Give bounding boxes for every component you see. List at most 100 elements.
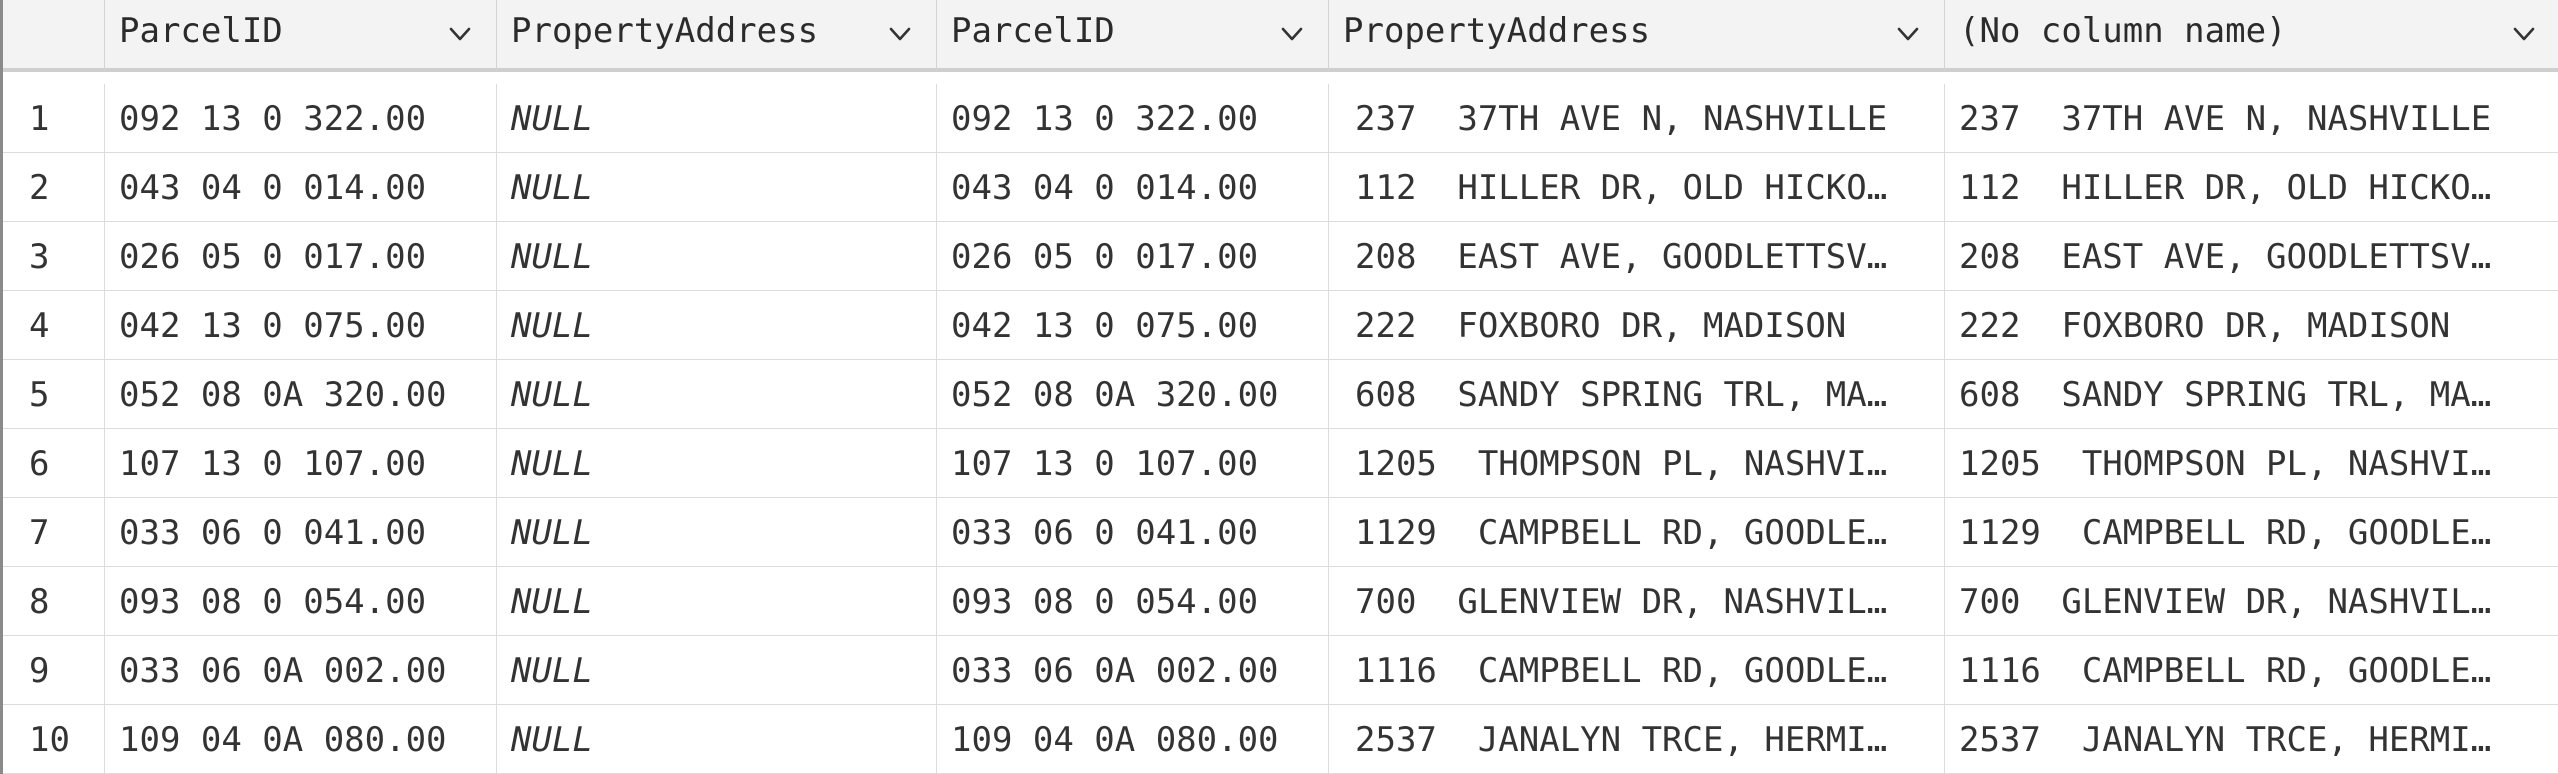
parcelid-match-cell[interactable]: 093 08 0 054.00 xyxy=(937,567,1329,636)
row-number-cell[interactable]: 10 xyxy=(3,705,105,774)
chevron-down-icon[interactable] xyxy=(2512,22,2536,46)
propertyaddress-null-cell[interactable]: NULL xyxy=(497,222,937,291)
parcelid-match-cell[interactable]: 033 06 0A 002.00 xyxy=(937,636,1329,705)
parcelid-match-cell[interactable]: 043 04 0 014.00 xyxy=(937,153,1329,222)
propertyaddress-match-cell[interactable]: 1116 CAMPBELL RD, GOODLE… xyxy=(1329,636,1945,705)
parcelid-cell[interactable]: 042 13 0 075.00 xyxy=(105,291,497,360)
merged-address-cell-text: 1129 CAMPBELL RD, GOODLE… xyxy=(1959,512,2492,553)
parcelid-cell[interactable]: 052 08 0A 320.00 xyxy=(105,360,497,429)
parcelid-match-cell[interactable]: 109 04 0A 080.00 xyxy=(937,705,1329,774)
propertyaddress-match-cell[interactable]: 1205 THOMPSON PL, NASHVI… xyxy=(1329,429,1945,498)
column-header-no-column-name[interactable]: (No column name) xyxy=(1945,0,2558,72)
parcelid-cell[interactable]: 092 13 0 322.00 xyxy=(105,84,497,153)
parcelid-cell[interactable]: 093 08 0 054.00 xyxy=(105,567,497,636)
parcelid-cell[interactable]: 109 04 0A 080.00 xyxy=(105,705,497,774)
propertyaddress-match-cell[interactable]: 208 EAST AVE, GOODLETTSV… xyxy=(1329,222,1945,291)
propertyaddress-match-cell[interactable]: 237 37TH AVE N, NASHVILLE xyxy=(1329,84,1945,153)
row-number-cell-text: 8 xyxy=(29,581,50,622)
table-row[interactable]: 8 093 08 0 054.00 NULL 093 08 0 054.00 700 G… xyxy=(3,567,2558,636)
row-number-cell[interactable]: 6 xyxy=(3,429,105,498)
merged-address-cell[interactable]: 1129 CAMPBELL RD, GOODLE… xyxy=(1945,498,2558,567)
propertyaddress-null-cell[interactable]: NULL xyxy=(497,153,937,222)
propertyaddress-null-cell[interactable]: NULL xyxy=(497,360,937,429)
merged-address-cell[interactable]: 1116 CAMPBELL RD, GOODLE… xyxy=(1945,636,2558,705)
parcelid-match-cell-text: 043 04 0 014.00 xyxy=(951,167,1259,208)
parcelid-cell-text: 042 13 0 075.00 xyxy=(119,305,427,346)
row-number-cell[interactable]: 7 xyxy=(3,498,105,567)
chevron-down-icon[interactable] xyxy=(448,22,472,46)
chevron-down-icon[interactable] xyxy=(888,22,912,46)
propertyaddress-match-cell[interactable]: 1129 CAMPBELL RD, GOODLE… xyxy=(1329,498,1945,567)
table-row[interactable]: 5 052 08 0A 320.00 NULL 052 08 0A 320.00 608… xyxy=(3,360,2558,429)
merged-address-cell[interactable]: 608 SANDY SPRING TRL, MA… xyxy=(1945,360,2558,429)
parcelid-cell[interactable]: 107 13 0 107.00 xyxy=(105,429,497,498)
parcelid-match-cell-text: 092 13 0 322.00 xyxy=(951,98,1259,139)
parcelid-match-cell[interactable]: 107 13 0 107.00 xyxy=(937,429,1329,498)
table-row[interactable]: 9 033 06 0A 002.00 NULL 033 06 0A 002.00 111… xyxy=(3,636,2558,705)
propertyaddress-match-cell[interactable]: 700 GLENVIEW DR, NASHVIL… xyxy=(1329,567,1945,636)
merged-address-cell[interactable]: 2537 JANALYN TRCE, HERMI… xyxy=(1945,705,2558,774)
parcelid-cell[interactable]: 033 06 0A 002.00 xyxy=(105,636,497,705)
row-number-cell[interactable]: 5 xyxy=(3,360,105,429)
column-header-parcelid-2[interactable]: ParcelID xyxy=(937,0,1329,72)
row-number-cell[interactable]: 3 xyxy=(3,222,105,291)
propertyaddress-null-cell[interactable]: NULL xyxy=(497,84,937,153)
row-number-cell-text: 4 xyxy=(29,305,50,346)
table-row[interactable]: 7 033 06 0 041.00 NULL 033 06 0 041.00 1129 … xyxy=(3,498,2558,567)
column-header-parcelid-1[interactable]: ParcelID xyxy=(105,0,497,72)
column-header-label: ParcelID xyxy=(951,11,1115,51)
propertyaddress-null-cell-text: NULL xyxy=(511,650,593,691)
row-number-cell-text: 10 xyxy=(29,719,70,760)
parcelid-match-cell[interactable]: 042 13 0 075.00 xyxy=(937,291,1329,360)
parcelid-cell-text: 107 13 0 107.00 xyxy=(119,443,427,484)
row-number-cell[interactable]: 9 xyxy=(3,636,105,705)
column-header-propertyaddress-1[interactable]: PropertyAddress xyxy=(497,0,937,72)
row-number-cell[interactable]: 1 xyxy=(3,84,105,153)
parcelid-match-cell-text: 033 06 0 041.00 xyxy=(951,512,1259,553)
propertyaddress-match-cell[interactable]: 2537 JANALYN TRCE, HERMI… xyxy=(1329,705,1945,774)
table-row[interactable]: 6 107 13 0 107.00 NULL 107 13 0 107.00 1205 … xyxy=(3,429,2558,498)
table-row[interactable]: 2 043 04 0 014.00 NULL 043 04 0 014.00 112 H… xyxy=(3,153,2558,222)
parcelid-cell-text: 026 05 0 017.00 xyxy=(119,236,427,277)
column-header-propertyaddress-2[interactable]: PropertyAddress xyxy=(1329,0,1945,72)
merged-address-cell[interactable]: 222 FOXBORO DR, MADISON xyxy=(1945,291,2558,360)
chevron-down-icon[interactable] xyxy=(1280,22,1304,46)
parcelid-match-cell[interactable]: 026 05 0 017.00 xyxy=(937,222,1329,291)
propertyaddress-null-cell[interactable]: NULL xyxy=(497,567,937,636)
parcelid-match-cell[interactable]: 033 06 0 041.00 xyxy=(937,498,1329,567)
row-number-cell[interactable]: 8 xyxy=(3,567,105,636)
table-row[interactable]: 4 042 13 0 075.00 NULL 042 13 0 075.00 222 F… xyxy=(3,291,2558,360)
row-number-cell[interactable]: 2 xyxy=(3,153,105,222)
parcelid-cell-text: 109 04 0A 080.00 xyxy=(119,719,447,760)
propertyaddress-null-cell[interactable]: NULL xyxy=(497,429,937,498)
merged-address-cell-text: 700 GLENVIEW DR, NASHVIL… xyxy=(1959,581,2492,622)
propertyaddress-null-cell[interactable]: NULL xyxy=(497,498,937,567)
merged-address-cell[interactable]: 237 37TH AVE N, NASHVILLE xyxy=(1945,84,2558,153)
parcelid-cell[interactable]: 026 05 0 017.00 xyxy=(105,222,497,291)
row-number-cell-text: 9 xyxy=(29,650,50,691)
propertyaddress-null-cell-text: NULL xyxy=(511,305,593,346)
propertyaddress-null-cell[interactable]: NULL xyxy=(497,636,937,705)
merged-address-cell[interactable]: 1205 THOMPSON PL, NASHVI… xyxy=(1945,429,2558,498)
parcelid-match-cell[interactable]: 052 08 0A 320.00 xyxy=(937,360,1329,429)
propertyaddress-null-cell[interactable]: NULL xyxy=(497,291,937,360)
propertyaddress-match-cell[interactable]: 222 FOXBORO DR, MADISON xyxy=(1329,291,1945,360)
chevron-down-icon[interactable] xyxy=(1896,22,1920,46)
propertyaddress-null-cell[interactable]: NULL xyxy=(497,705,937,774)
merged-address-cell[interactable]: 208 EAST AVE, GOODLETTSV… xyxy=(1945,222,2558,291)
table-row[interactable]: 10 109 04 0A 080.00 NULL 109 04 0A 080.00 25… xyxy=(3,705,2558,774)
parcelid-cell[interactable]: 043 04 0 014.00 xyxy=(105,153,497,222)
propertyaddress-match-cell[interactable]: 112 HILLER DR, OLD HICKO… xyxy=(1329,153,1945,222)
parcelid-match-cell-text: 026 05 0 017.00 xyxy=(951,236,1259,277)
propertyaddress-match-cell-text: 608 SANDY SPRING TRL, MA… xyxy=(1355,374,1888,415)
parcelid-cell[interactable]: 033 06 0 041.00 xyxy=(105,498,497,567)
row-number-cell[interactable]: 4 xyxy=(3,291,105,360)
merged-address-cell[interactable]: 112 HILLER DR, OLD HICKO… xyxy=(1945,153,2558,222)
propertyaddress-match-cell[interactable]: 608 SANDY SPRING TRL, MA… xyxy=(1329,360,1945,429)
table-row[interactable]: 1 092 13 0 322.00 NULL 092 13 0 322.00 237 3… xyxy=(3,84,2558,153)
merged-address-cell-text: 237 37TH AVE N, NASHVILLE xyxy=(1959,98,2492,139)
merged-address-cell[interactable]: 700 GLENVIEW DR, NASHVIL… xyxy=(1945,567,2558,636)
parcelid-match-cell[interactable]: 092 13 0 322.00 xyxy=(937,84,1329,153)
table-row[interactable]: 3 026 05 0 017.00 NULL 026 05 0 017.00 208 E… xyxy=(3,222,2558,291)
